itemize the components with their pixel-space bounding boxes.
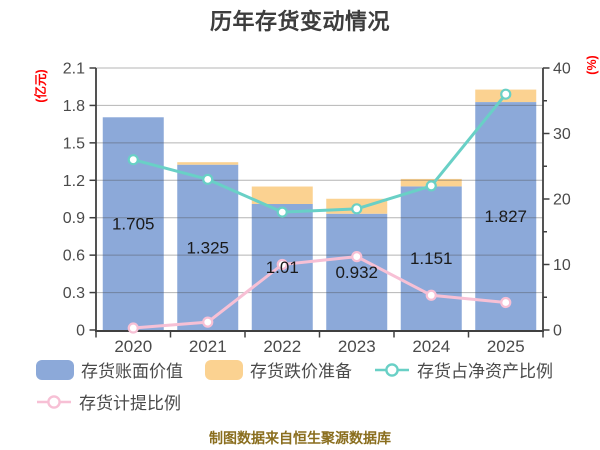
left-tick-label: 0 [76, 323, 85, 340]
right-tick-label: 30 [553, 126, 571, 143]
bar-book-value-2021 [177, 164, 239, 330]
legend-label-provision: 存货跌价准备 [250, 362, 352, 381]
legend-item-provision-ratio: 存货计提比例 [36, 389, 181, 414]
data-source-caption: 制图数据来自恒生聚源数据库 [209, 430, 391, 446]
bar-book-value-2025 [475, 102, 537, 330]
x-tick-label: 2024 [412, 337, 450, 356]
x-tick-label: 2022 [263, 337, 301, 356]
bar-value-label: 0.932 [335, 263, 378, 282]
provision-ratio-point-2023 [351, 251, 363, 263]
legend-label-book-value: 存货账面价值 [81, 362, 183, 381]
bar-swatch-orange-icon [205, 359, 243, 380]
bar-book-value-2020 [102, 117, 164, 331]
line-marker-pink-icon [37, 394, 71, 409]
left-tick-label: 1.2 [63, 173, 85, 190]
legend-row-2: 存货计提比例 [36, 389, 181, 414]
right-tick-label: 40 [553, 61, 571, 78]
bar-book-value-2023 [326, 213, 388, 330]
x-tick-label: 2025 [487, 337, 525, 356]
bar-value-label: 1.325 [186, 238, 229, 257]
legend-item-net-asset-ratio: 存货占净资产比例 [374, 357, 553, 382]
legend-item-provision: 存货跌价准备 [205, 357, 352, 382]
provision-ratio-point-2025 [500, 296, 512, 309]
provision-ratio-point-2020 [127, 322, 139, 334]
right-axis-unit-label: (%) [585, 55, 599, 74]
x-tick-label: 2020 [114, 337, 152, 356]
right-tick-label: 10 [553, 257, 571, 274]
net-asset-ratio-point-2020 [127, 154, 139, 166]
legend-row-1: 存货账面价值 存货跌价准备 存货占净资产比例 [36, 357, 553, 382]
left-tick-label: 0.3 [63, 285, 85, 302]
provision-ratio-line [131, 255, 508, 330]
provision-ratio-point-2022 [276, 258, 288, 271]
line-marker-teal-icon [375, 362, 409, 377]
left-tick-label: 1.5 [63, 135, 85, 152]
x-tick-label: 2023 [338, 337, 376, 356]
bar-value-label: 1.151 [410, 249, 453, 268]
left-tick-label: 2.1 [63, 61, 85, 78]
left-tick-label: 0.6 [63, 248, 85, 265]
bar-value-label: 1.827 [484, 207, 527, 226]
net-asset-ratio-point-2024 [425, 180, 437, 192]
net-asset-ratio-point-2025 [500, 88, 512, 100]
net-asset-ratio-point-2023 [351, 203, 363, 215]
legend-item-book-value: 存货账面价值 [36, 357, 183, 382]
bar-value-label: 1.01 [266, 258, 299, 277]
left-tick-label: 0.9 [63, 210, 85, 227]
net-asset-ratio-point-2022 [276, 206, 288, 218]
bar-provision-2022 [251, 186, 313, 204]
bar-swatch-blue-icon [36, 359, 74, 380]
net-asset-ratio-point-2021 [202, 173, 214, 185]
provision-ratio-point-2024 [425, 289, 437, 301]
bar-provision-2021 [177, 162, 239, 165]
legend-label-net-asset-ratio: 存货占净资产比例 [417, 362, 553, 381]
left-tick-label: 1.8 [63, 98, 85, 115]
right-tick-label: 0 [553, 323, 562, 340]
left-axis-unit-label: (亿元) [33, 69, 48, 102]
chart-title: 历年存货变动情况 [209, 9, 390, 34]
provision-ratio-point-2021 [202, 316, 214, 328]
bar-book-value-2024 [400, 186, 462, 330]
x-tick-label: 2021 [189, 337, 227, 356]
right-tick-label: 20 [553, 192, 571, 209]
bar-value-label: 1.705 [112, 215, 155, 234]
legend-label-provision-ratio: 存货计提比例 [79, 394, 181, 413]
net-asset-ratio-line [131, 92, 508, 214]
